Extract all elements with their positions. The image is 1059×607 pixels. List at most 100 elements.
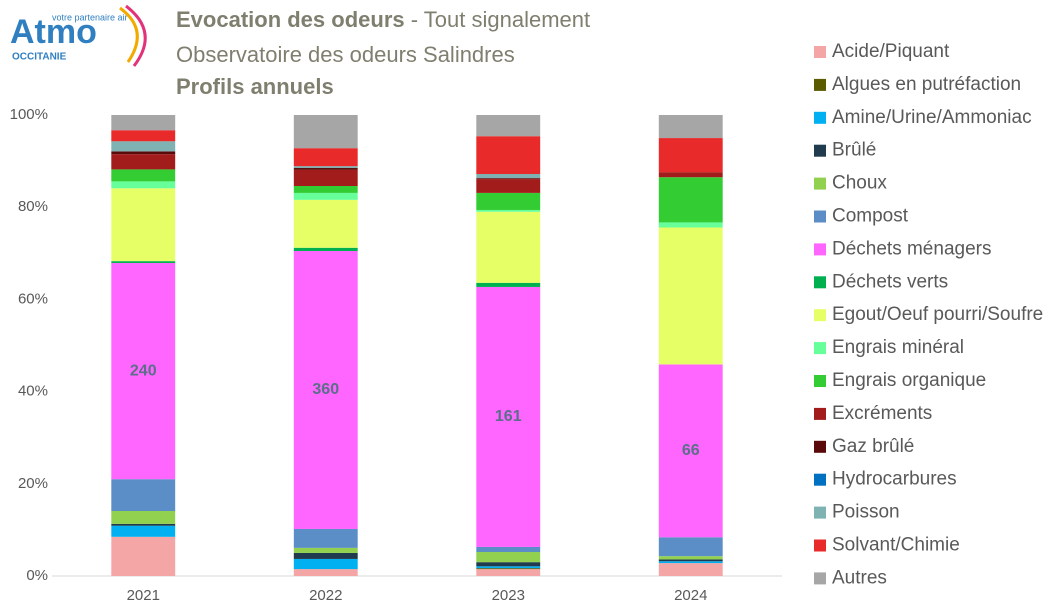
legend-swatch [814,78,826,91]
legend-label: Gaz brûlé [832,436,914,457]
legend-label: Poisson [832,502,900,523]
bar-segment [111,510,176,524]
legend-swatch [814,210,826,223]
legend-swatch [814,473,826,486]
bar-segment [111,130,176,142]
bar-segment [111,262,176,480]
legend-swatch [814,243,826,256]
bar-segment [658,222,723,228]
data-label: 360 [312,381,339,398]
legend-label: Excréments [832,403,932,424]
bar-segment [658,556,723,560]
legend-swatch [814,375,826,387]
data-label: 66 [682,442,700,459]
legend-swatch [814,572,826,585]
y-tick-label: 80% [18,198,48,215]
bar-segment [293,528,358,548]
legend-label: Algues en putréfaction [832,74,1021,95]
bar-segment [476,209,541,212]
legend-swatch [814,506,826,519]
bar-segment [111,141,176,152]
bar-segment [111,115,176,131]
bar-segment [658,563,723,576]
bar-segment [658,138,723,173]
bar-segment [658,172,723,178]
bar-segment [111,151,176,155]
title-suffix: - Tout signalement [405,7,590,32]
legend-swatch [814,342,826,355]
x-tick-label: 2024 [674,587,707,604]
x-tick-label: 2021 [127,587,160,604]
bar-segment [658,177,723,223]
bar-segment [293,168,358,170]
logo-region: OCCITANIE [12,52,67,63]
bar-segment [111,154,176,170]
logo-arc [125,4,147,67]
bar-segment [111,169,176,182]
chart-subtitle: Observatoire des odeurs Salindres [176,42,515,67]
bar-segment [293,192,358,200]
bar-segment [111,523,176,526]
bar-segment [293,169,358,186]
legend-swatch [814,539,826,552]
bar-segment [111,479,176,511]
bar-segment [476,211,541,283]
bar-segment [293,250,358,529]
legend-label: Compost [832,206,909,227]
bar-segment [476,562,541,567]
bar-segment [476,546,541,553]
bar-segment [293,247,358,251]
legend-label: Déchets verts [832,271,948,292]
legend-label: Déchets ménagers [832,238,991,259]
bar-segment [293,569,358,576]
legend-label: Hydrocarbures [832,469,957,490]
legend-swatch [814,177,826,190]
bar-segment [476,136,541,175]
legend-label: Acide/Piquant [832,41,950,62]
bar-segment [476,569,541,576]
legend-label: Autres [832,567,887,588]
bar-segment [293,185,358,193]
x-tick-label: 2022 [309,587,342,604]
chart-title: Evocation des odeurs - Tout signalement [176,7,590,32]
bar-segment [658,559,723,562]
bar-segment [476,178,541,180]
legend-label: Egout/Oeuf pourri/Soufre [832,304,1043,325]
y-tick-label: 100% [10,106,48,123]
legend-swatch [814,144,826,157]
bar-segment [111,525,176,537]
x-tick-label: 2023 [492,587,525,604]
bar-segment [111,261,176,263]
bar-segment [476,566,541,569]
y-tick-label: 0% [26,567,48,584]
bar-segment [293,148,358,167]
legend-label: Engrais minéral [832,337,964,358]
legend-swatch [814,276,826,289]
bar-segment [293,199,358,248]
logo-name: Atmo [10,13,97,51]
bar-segment [476,192,541,210]
bar-segment [476,179,541,193]
y-tick-label: 40% [18,383,48,400]
chart-subtitle2: Profils annuels [176,74,334,99]
legend-label: Amine/Urine/Ammoniac [832,107,1032,128]
legend-swatch [814,46,826,58]
legend-label: Brûlé [832,140,876,161]
legend-swatch [814,407,826,420]
bar-segment [476,286,541,547]
legend-label: Solvant/Chimie [832,535,960,556]
logo-arc [119,6,139,63]
legend-label: Engrais organique [832,370,986,391]
bar-segment [658,537,723,557]
legend-swatch [814,309,826,322]
bar-segment [476,568,541,570]
bar-segment [476,115,541,137]
bar-segment [658,227,723,365]
y-tick-label: 20% [18,475,48,492]
bar-segment [293,547,358,553]
legend-swatch [814,111,826,124]
title-main: Evocation des odeurs [176,7,405,32]
bar-segment [658,115,723,139]
bar-segment [111,188,176,262]
logo-tagline: votre partenaire air [52,12,128,22]
